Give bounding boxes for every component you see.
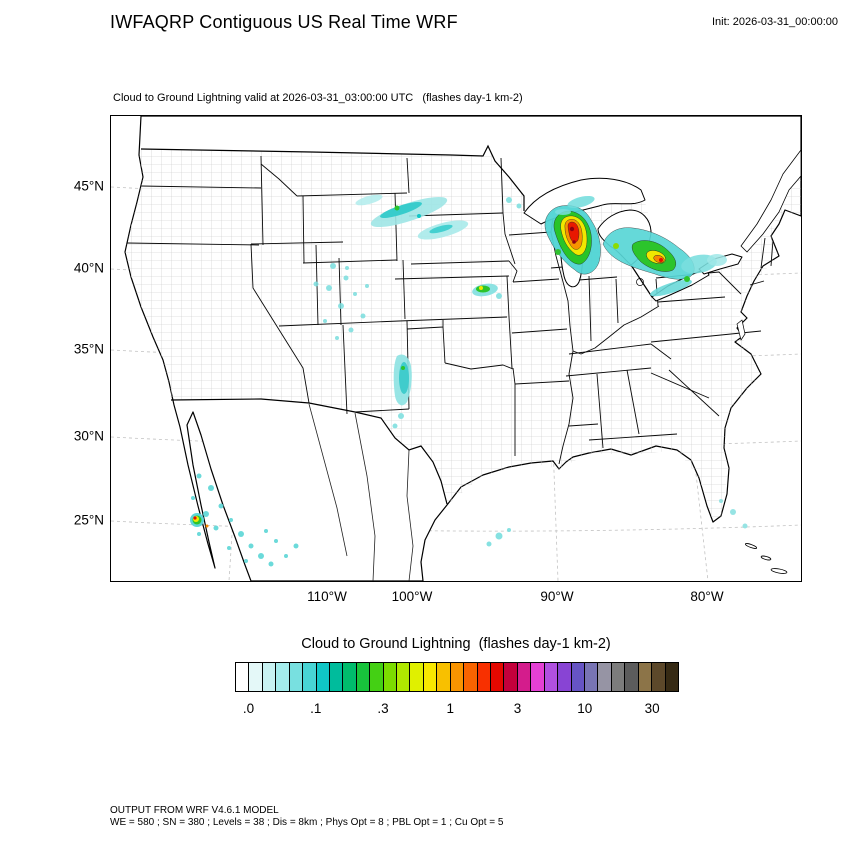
lake-huron-storm [602, 227, 727, 297]
colorbar-cell [450, 663, 465, 691]
colorbar-cell [491, 663, 505, 691]
atlantic-cells [719, 499, 748, 529]
colorbar-cell [571, 663, 585, 691]
dakotas-cells [355, 194, 522, 240]
colorbar-cell [665, 663, 678, 691]
lon-tick-label: 90°W [540, 589, 574, 604]
colorbar-cell [544, 663, 559, 691]
model-version-text: OUTPUT FROM WRF V4.6.1 MODEL [110, 805, 279, 816]
national-borders [140, 144, 653, 505]
colorbar-cell [356, 663, 371, 691]
colorbar-cell [276, 663, 290, 691]
colorbar-cell [262, 663, 277, 691]
colorbar-cell [410, 663, 424, 691]
colorbar-tick-label: .1 [310, 701, 322, 716]
gulf-cells [486, 528, 511, 547]
colorbar-cell [289, 663, 304, 691]
colorbar-tick-label: 30 [644, 701, 660, 716]
colorbar-tick-label: 10 [577, 701, 593, 716]
islands [744, 543, 788, 574]
colorbar-cell [598, 663, 612, 691]
st-lawrence [740, 149, 801, 253]
lat-tick-label: 30°N [73, 428, 104, 444]
colorbar-cell [316, 663, 330, 691]
colorbar-cell [584, 663, 599, 691]
colorbar-cell [652, 663, 666, 691]
colorbar-cell [303, 663, 317, 691]
colorbar-title: Cloud to Ground Lightning (flashes day-1… [301, 636, 611, 652]
conus-map [111, 116, 801, 581]
colorbar-cell [611, 663, 626, 691]
mexico-cells [191, 473, 299, 567]
colorbar-cell [397, 663, 411, 691]
lon-tick-label: 100°W [391, 589, 433, 604]
colorbar-cell [517, 663, 532, 691]
colorbar-cell [504, 663, 518, 691]
model-config-text: WE = 580 ; SN = 380 ; Levels = 38 ; Dis … [110, 817, 504, 828]
colorbar-cell [437, 663, 451, 691]
landmass [124, 116, 801, 581]
mexico-borders [308, 403, 414, 581]
colorado-kansas-cells [392, 354, 412, 429]
colorbar-cell [249, 663, 263, 691]
colorbar-cell [329, 663, 344, 691]
lat-tick-label: 45°N [73, 178, 104, 194]
mexico-intense-cell [190, 513, 209, 528]
init-timestamp: Init: 2026-03-31_00:00:00 [712, 16, 838, 28]
plot-title: IWFAQRP Contiguous US Real Time WRF [110, 12, 458, 32]
colorbar-cell [558, 663, 572, 691]
iowa-cell [472, 283, 502, 299]
rockies-cells [313, 263, 369, 340]
colorbar-tick-label: .0 [242, 701, 255, 716]
lightning-field [190, 194, 748, 567]
colorbar-tick-label: .3 [377, 701, 389, 716]
lon-tick-label: 80°W [690, 589, 724, 604]
lat-tick-label: 25°N [73, 512, 104, 528]
colorbar-cell [383, 663, 398, 691]
colorbar-cell [477, 663, 492, 691]
map-panel [110, 115, 802, 582]
chesapeake-bay [736, 319, 746, 341]
colorbar-cell [625, 663, 639, 691]
lat-tick-label: 35°N [73, 341, 104, 357]
colorbar-tick-label: 3 [513, 701, 522, 716]
lat-tick-label: 40°N [73, 260, 104, 276]
colorbar-cell [531, 663, 545, 691]
colorbar [235, 662, 679, 692]
colorbar-cell [343, 663, 357, 691]
colorbar-cell [423, 663, 438, 691]
colorbar-cell [236, 663, 250, 691]
lon-tick-label: 110°W [307, 589, 347, 604]
valid-time-label: Cloud to Ground Lightning valid at 2026-… [113, 92, 523, 104]
colorbar-cell [638, 663, 653, 691]
lake-michigan-storm [544, 195, 601, 275]
colorbar-cell [370, 663, 384, 691]
colorbar-cell [464, 663, 478, 691]
colorbar-tick-label: 1 [446, 701, 455, 716]
